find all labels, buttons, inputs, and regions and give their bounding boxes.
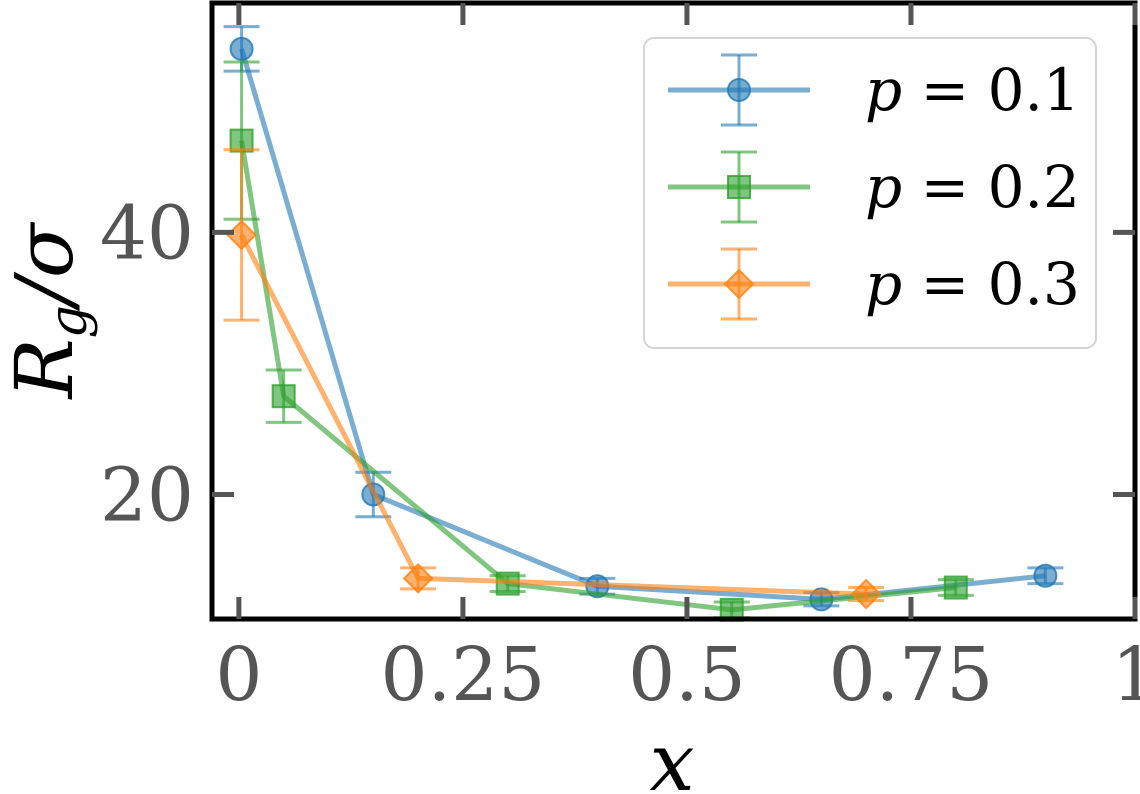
y-tick-label: 40	[100, 190, 194, 276]
y-axis-label-subscript: g	[39, 305, 99, 338]
plot-layer	[223, 25, 1064, 622]
data-point	[850, 578, 882, 610]
legend-label: p = 0.3	[865, 250, 1080, 318]
x-tick-label: 0	[215, 632, 262, 718]
legend: p = 0.1 p = 0.2 p = 0.3	[643, 37, 1097, 349]
legend-marker	[723, 268, 755, 300]
ticks-layer: 0 0.25 0.5 0.75 1 20 40	[100, 3, 1140, 718]
y-axis-label: Rg/σ	[0, 221, 99, 400]
svg-text:Rg/σ: Rg/σ	[0, 221, 99, 400]
legend-entry-1: p = 0.1	[668, 53, 1080, 127]
legend-entry-2: p = 0.2	[668, 150, 1080, 224]
legend-marker	[727, 175, 751, 199]
legend-label: p = 0.2	[865, 153, 1080, 221]
data-point	[271, 384, 296, 409]
x-tick-label: 0.25	[381, 632, 546, 718]
x-axis-label: x	[649, 716, 694, 794]
legend-entry-3: p = 0.3	[668, 247, 1080, 321]
data-point	[402, 562, 434, 594]
x-tick-label: 0.5	[628, 632, 746, 718]
legend-marker	[727, 78, 751, 102]
legend-items: p = 0.1 p = 0.2 p = 0.3	[668, 53, 1080, 321]
legend-box	[643, 37, 1097, 349]
x-tick-label: 0.75	[829, 632, 994, 718]
data-point	[229, 36, 254, 61]
data-point	[226, 219, 257, 251]
y-tick-label: 20	[100, 452, 194, 538]
y-axis-label-rest: /σ	[0, 221, 91, 312]
series-3	[223, 148, 885, 610]
plot-frame	[209, 0, 1138, 622]
x-tick-label: 1	[1111, 632, 1140, 718]
data-point	[943, 575, 968, 600]
data-point	[1033, 563, 1058, 588]
legend-label: p = 0.1	[865, 56, 1080, 124]
y-axis-label-main: R	[0, 338, 91, 400]
